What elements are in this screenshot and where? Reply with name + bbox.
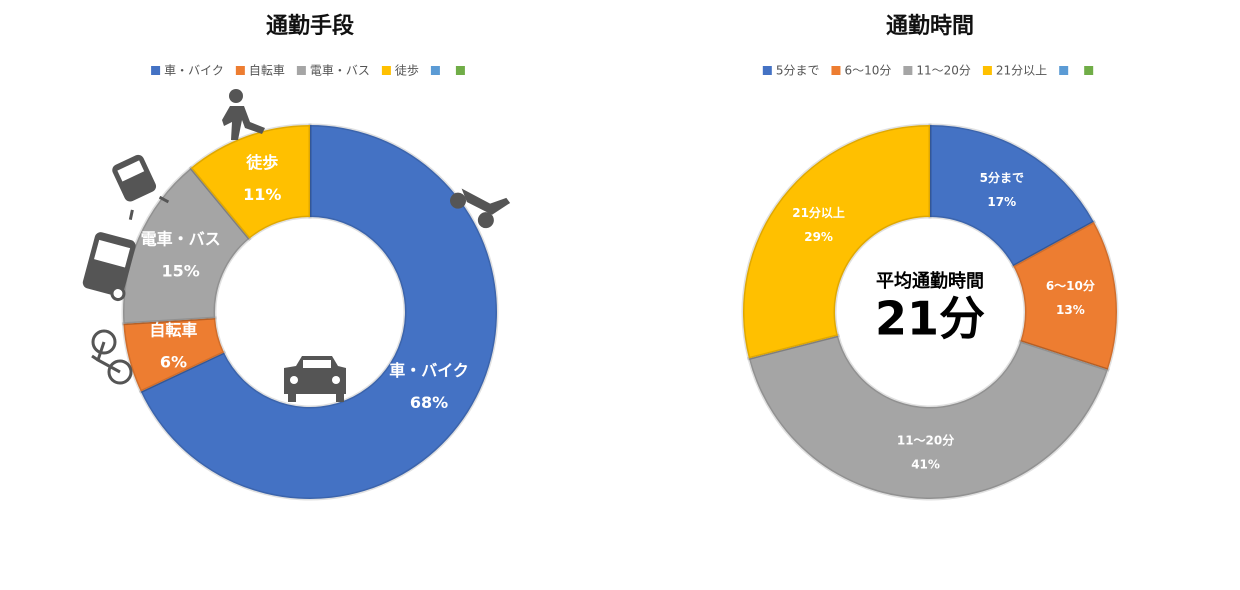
legend-swatch — [1059, 66, 1069, 75]
slice-category-label: 徒歩 — [245, 153, 278, 172]
donut-slice — [928, 123, 1096, 269]
legend-swatch — [151, 66, 161, 75]
slice-category-label: 21分以上 — [792, 205, 845, 220]
legend-swatch — [762, 66, 772, 75]
slice-value-label: 29% — [804, 230, 833, 244]
legend-swatch — [430, 66, 440, 75]
donut-slice — [747, 333, 1110, 501]
bike-icon — [91, 329, 133, 385]
donut-slice — [741, 123, 932, 361]
chart-title: 通勤時間 — [886, 13, 974, 39]
slice-value-label: 6% — [160, 353, 187, 372]
train-icon — [112, 154, 170, 220]
donut-slice — [121, 316, 227, 394]
legend-label: 21分以上 — [996, 64, 1047, 78]
scooter-icon — [450, 188, 511, 229]
legend-label: 徒歩 — [395, 63, 419, 78]
walk-icon — [222, 89, 265, 140]
donut-slice — [1011, 219, 1119, 372]
legend-swatch — [296, 66, 306, 75]
slice-category-label: 自転車 — [149, 321, 197, 340]
legend-label: 6〜10分 — [844, 64, 891, 78]
legend-swatch — [903, 66, 913, 75]
slice-category-label: 11〜20分 — [897, 432, 954, 447]
legend-swatch — [982, 66, 992, 75]
slice-category-label: 電車・バス — [141, 230, 221, 249]
car-icon — [284, 356, 346, 402]
legend: 5分まで 6〜10分 11〜20分 21分以上 — [762, 64, 1094, 78]
slice-value-label: 17% — [987, 195, 1016, 209]
icons — [82, 89, 511, 402]
legend-label: 5分まで — [776, 64, 820, 78]
donut-slice — [138, 123, 499, 501]
legend-swatch — [1084, 66, 1094, 75]
slice-category-label: 6〜10分 — [1046, 278, 1095, 293]
legend-label: 車・バイク — [164, 64, 224, 78]
legend: 車・バイク 自転車 電車・バス 徒歩 — [151, 63, 465, 78]
center-value: 21分 — [875, 292, 985, 346]
center-caption: 平均通勤時間 — [876, 270, 984, 292]
donut-slice — [188, 123, 312, 241]
legend-label: 自転車 — [249, 64, 285, 78]
bus-icon — [82, 232, 136, 302]
legend-label: 電車・バス — [310, 64, 370, 78]
slice-value-label: 11% — [243, 185, 281, 204]
donut-chart: 通勤時間 5分まで 6〜10分 11〜20分 21分以上 5分まで 17% 6〜10分 13% 1… — [741, 13, 1119, 501]
legend-label: 11〜20分 — [916, 64, 971, 78]
legend-swatch — [831, 66, 841, 75]
slice-category-label: 5分まで — [980, 170, 1024, 185]
legend-swatch — [381, 66, 391, 75]
slice-category-label: 車・バイク — [389, 361, 469, 380]
legend-swatch — [455, 66, 465, 75]
chart-title: 通勤手段 — [266, 13, 354, 39]
legend-swatch — [235, 66, 245, 75]
slice-value-label: 13% — [1056, 303, 1085, 317]
slice-value-label: 41% — [911, 457, 940, 471]
slice-value-label: 68% — [410, 393, 448, 412]
slice-value-label: 15% — [161, 262, 199, 281]
